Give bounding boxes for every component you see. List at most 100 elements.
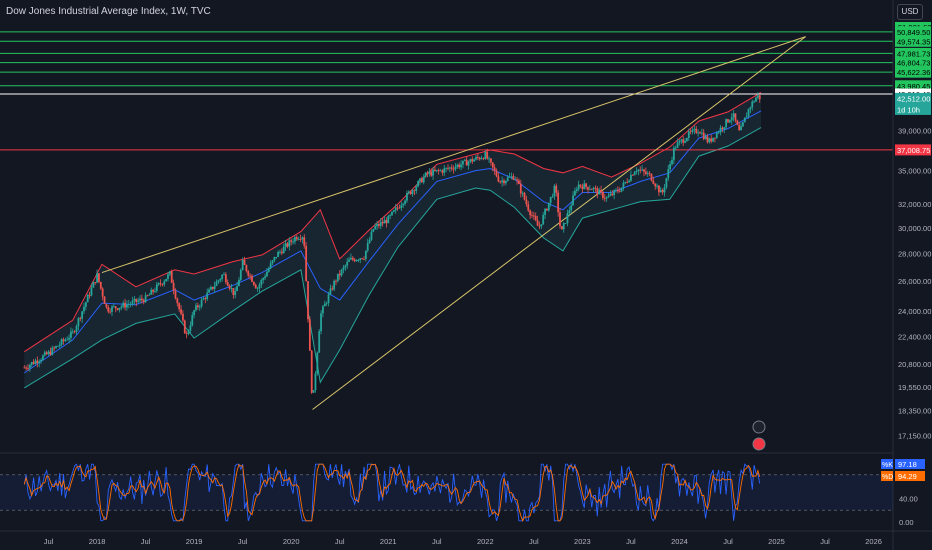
candle-body: [38, 361, 41, 363]
candle-body: [391, 211, 393, 216]
level-badge-4: [895, 66, 931, 78]
candle-body: [534, 215, 537, 221]
time-tick-label: 2025: [768, 537, 785, 546]
candle-body: [331, 288, 334, 290]
candle-body: [693, 128, 696, 130]
candle-body: [351, 257, 354, 260]
stochastic-d-value: 94.29: [898, 472, 917, 481]
candle-body: [736, 120, 739, 125]
candle-body: [570, 205, 573, 211]
candle-body: [749, 107, 752, 110]
candle-body: [286, 243, 289, 247]
candle-body: [32, 362, 35, 364]
candle-body: [710, 138, 713, 142]
candle-body: [191, 315, 194, 326]
candle-body: [86, 294, 89, 303]
candle-body: [25, 367, 28, 369]
candle-body: [249, 275, 252, 277]
candle-body: [111, 306, 113, 312]
candle-body: [381, 222, 384, 224]
candle-body: [243, 259, 246, 265]
candle-body: [575, 189, 578, 191]
candle-body: [560, 226, 563, 230]
candle-body: [307, 281, 309, 320]
level-badge-label-0: 50,849.50: [897, 28, 930, 37]
time-tick-label: 2026: [865, 537, 882, 546]
level-badge-label-1: 49,574.35: [897, 37, 930, 46]
price-tick-label: 32,000.00: [898, 200, 931, 209]
stochastic-tick-label: 0.00: [899, 518, 914, 527]
candle-body: [70, 331, 72, 338]
time-tick-label: Jul: [432, 537, 442, 546]
level-badge-3: [895, 57, 931, 69]
candle-body: [538, 225, 541, 227]
candle-body: [462, 160, 464, 165]
candle-body: [103, 296, 106, 304]
candle-body: [150, 289, 153, 295]
candle-body: [208, 289, 210, 293]
candle-body: [92, 282, 95, 288]
candle-body: [585, 183, 588, 187]
candle-body: [234, 291, 237, 295]
candle-body: [152, 289, 154, 292]
time-tick-label: 2022: [477, 537, 494, 546]
candle-body: [361, 258, 364, 260]
candle-body: [536, 220, 539, 226]
candle-body: [129, 303, 132, 305]
candle-body: [379, 222, 382, 226]
candle-body: [163, 281, 166, 285]
candle-body: [295, 237, 298, 240]
candle-body: [637, 169, 640, 171]
candle-body: [527, 204, 530, 211]
candle-body: [587, 186, 589, 190]
candle-body: [385, 220, 388, 224]
level-badge-5: [895, 80, 931, 92]
candle-body: [715, 132, 718, 139]
candle-body: [669, 164, 672, 170]
time-tick-label: 2023: [574, 537, 591, 546]
level-badge-label-5: 43,980.45: [897, 82, 930, 91]
candle-body: [676, 142, 679, 148]
candle-body: [245, 264, 248, 272]
candle-body: [137, 300, 140, 302]
currency-button[interactable]: USD: [897, 4, 923, 20]
candle-body: [155, 284, 158, 291]
candle-body: [613, 190, 616, 196]
candle-body: [139, 298, 141, 301]
candle-body: [413, 190, 416, 192]
candle-body: [717, 132, 720, 134]
candle-body: [572, 195, 574, 206]
candle-body: [672, 147, 675, 161]
candle-body: [30, 362, 33, 365]
candle-body: [43, 352, 46, 356]
candle-body: [185, 333, 188, 335]
candle-body: [368, 239, 371, 244]
candle-body: [700, 132, 703, 134]
candle-body: [213, 285, 216, 289]
candle-body: [252, 281, 255, 285]
candle-body: [142, 300, 145, 303]
candle-body: [540, 224, 543, 227]
candle-body: [107, 307, 110, 312]
candle-body: [456, 164, 459, 167]
candle-body: [469, 159, 472, 162]
candle-body: [531, 215, 533, 216]
candle-body: [398, 207, 401, 209]
candle-body: [165, 278, 168, 282]
candle-body: [182, 313, 184, 321]
candle-body: [116, 308, 119, 310]
candle-body: [174, 290, 177, 299]
candle-body: [730, 117, 733, 121]
candle-body: [336, 273, 339, 282]
candle-body: [269, 263, 272, 269]
candle-body: [294, 237, 296, 242]
candle-body: [96, 273, 98, 283]
trendline-0: [101, 36, 806, 274]
candle-body: [504, 180, 507, 184]
stochastic-d-name-badge: [881, 471, 893, 481]
candle-body: [53, 347, 56, 349]
candle-body: [751, 101, 754, 108]
candle-body: [284, 243, 287, 247]
candle-body: [725, 119, 728, 128]
